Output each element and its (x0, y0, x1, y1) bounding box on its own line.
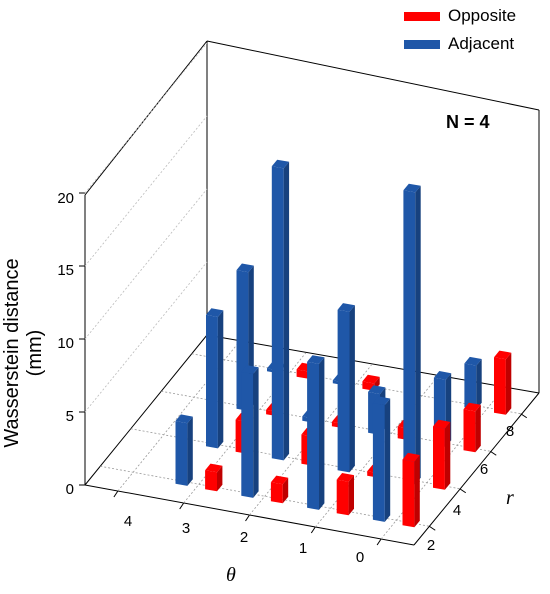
legend-swatch-opposite (404, 11, 440, 21)
adjacent-bar-top (271, 159, 290, 169)
legend-label-adjacent: Adjacent (448, 34, 515, 53)
floor-edge (413, 392, 540, 546)
floor-edge (206, 334, 540, 394)
opposite-bar (402, 459, 415, 528)
adjacent-bar-side (349, 305, 355, 473)
adjacent-bar (337, 309, 350, 473)
opposite-bar (463, 409, 476, 453)
theta-tick-mark (376, 538, 382, 546)
opposite-bar (336, 479, 349, 516)
adjacent-bar (307, 361, 319, 510)
r-tick-label: 8 (505, 423, 515, 440)
adjacent-bar-top (403, 183, 421, 193)
opposite-bar (205, 470, 217, 492)
adjacent-bar (206, 314, 218, 449)
opposite-bar (433, 426, 445, 490)
legend-item-adjacent: Adjacent (404, 30, 550, 58)
adjacent-bar-top (241, 365, 259, 374)
opposite-bar-side (217, 465, 223, 492)
adjacent-bar-side (253, 367, 259, 498)
wall-top-edge (206, 40, 540, 111)
opposite-bar-top (336, 473, 354, 482)
theta-tick-mark (179, 502, 185, 510)
adjacent-bar-top (206, 308, 224, 317)
adjacent-bar-side (384, 398, 391, 522)
adjacent-bar (271, 166, 284, 461)
opposite-bar-top (205, 463, 223, 473)
adjacent-bar-top (433, 371, 452, 380)
r-tick-mark (459, 488, 467, 494)
theta-tick-mark (245, 514, 250, 522)
adjacent-bar (464, 363, 477, 410)
legend-label-opposite: Opposite (448, 6, 517, 25)
opposite-bar-top (494, 350, 512, 360)
r-tick-label: 4 (452, 502, 462, 519)
opposite-bar-side (348, 475, 354, 516)
adjacent-bar-side (283, 161, 290, 461)
opposite-bar-top (433, 419, 451, 429)
theta-tick-label: 4 (123, 513, 133, 530)
opposite-bar-side (414, 455, 420, 528)
theta-tick-label: 0 (355, 549, 365, 566)
theta-tick-label: 3 (181, 520, 191, 537)
theta-tick-label: 1 (298, 540, 308, 557)
theta-tick-mark (310, 526, 316, 534)
adjacent-bar (372, 403, 385, 522)
opposite-bar-side (505, 352, 512, 415)
wall-grid-line (84, 115, 208, 267)
wall-grid-line (84, 188, 208, 340)
opposite-bar-top (270, 475, 289, 485)
r-tick-mark (428, 525, 436, 531)
theta-tick-label: 2 (239, 529, 249, 546)
legend-swatch-adjacent (404, 39, 440, 49)
theta-tick-mark (113, 490, 119, 498)
r-axis-label: r (506, 487, 514, 509)
y-tick-label: 0 (65, 481, 74, 498)
adjacent-bar-side (217, 310, 224, 449)
sample-size-annotation: N = 4 (446, 112, 490, 132)
opposite-bar-side (475, 404, 481, 453)
r-tick-label: 6 (479, 461, 489, 478)
y-tick-label: 15 (57, 262, 74, 279)
adjacent-bar-side (319, 357, 325, 510)
adjacent-bar-side (415, 185, 421, 485)
opposite-bar-side (282, 477, 289, 504)
adjacent-bar-top (337, 303, 355, 312)
r-tick-label: 2 (426, 537, 436, 554)
opposite-bar-top (402, 452, 420, 462)
y-axis-label: Wasserstein distance (mm) (1, 258, 46, 448)
opposite-bar-top (463, 402, 481, 412)
wall-grid-line (84, 261, 208, 413)
adjacent-bar (241, 371, 254, 498)
adjacent-bar (403, 190, 416, 485)
wall-grid-line (84, 42, 208, 194)
adjacent-bar-top (464, 356, 482, 366)
adjacent-bar-top (372, 396, 391, 406)
opposite-bar (270, 482, 283, 504)
y-tick-label: 5 (65, 408, 74, 425)
adjacent-bar-top (236, 263, 254, 273)
adjacent-bar (175, 421, 188, 486)
legend: Opposite Adjacent (404, 2, 550, 62)
y-tick-label: 10 (57, 335, 74, 352)
legend-item-opposite: Opposite (404, 2, 550, 30)
r-tick-mark (489, 450, 497, 456)
opposite-bar (296, 369, 309, 379)
opposite-bar (494, 357, 506, 415)
adjacent-bar-side (476, 359, 482, 410)
floor-edge (84, 334, 208, 486)
opposite-bar-side (444, 421, 451, 490)
y-tick-label: 20 (57, 190, 74, 207)
r-tick-mark (520, 413, 528, 419)
opposite-bar-top (362, 374, 380, 384)
adjacent-bar-top (307, 355, 325, 364)
adjacent-bar-top (368, 385, 386, 395)
theta-axis-label: θ (226, 564, 236, 586)
adjacent-bar-side (187, 416, 193, 486)
adjacent-bar-top (175, 414, 193, 424)
